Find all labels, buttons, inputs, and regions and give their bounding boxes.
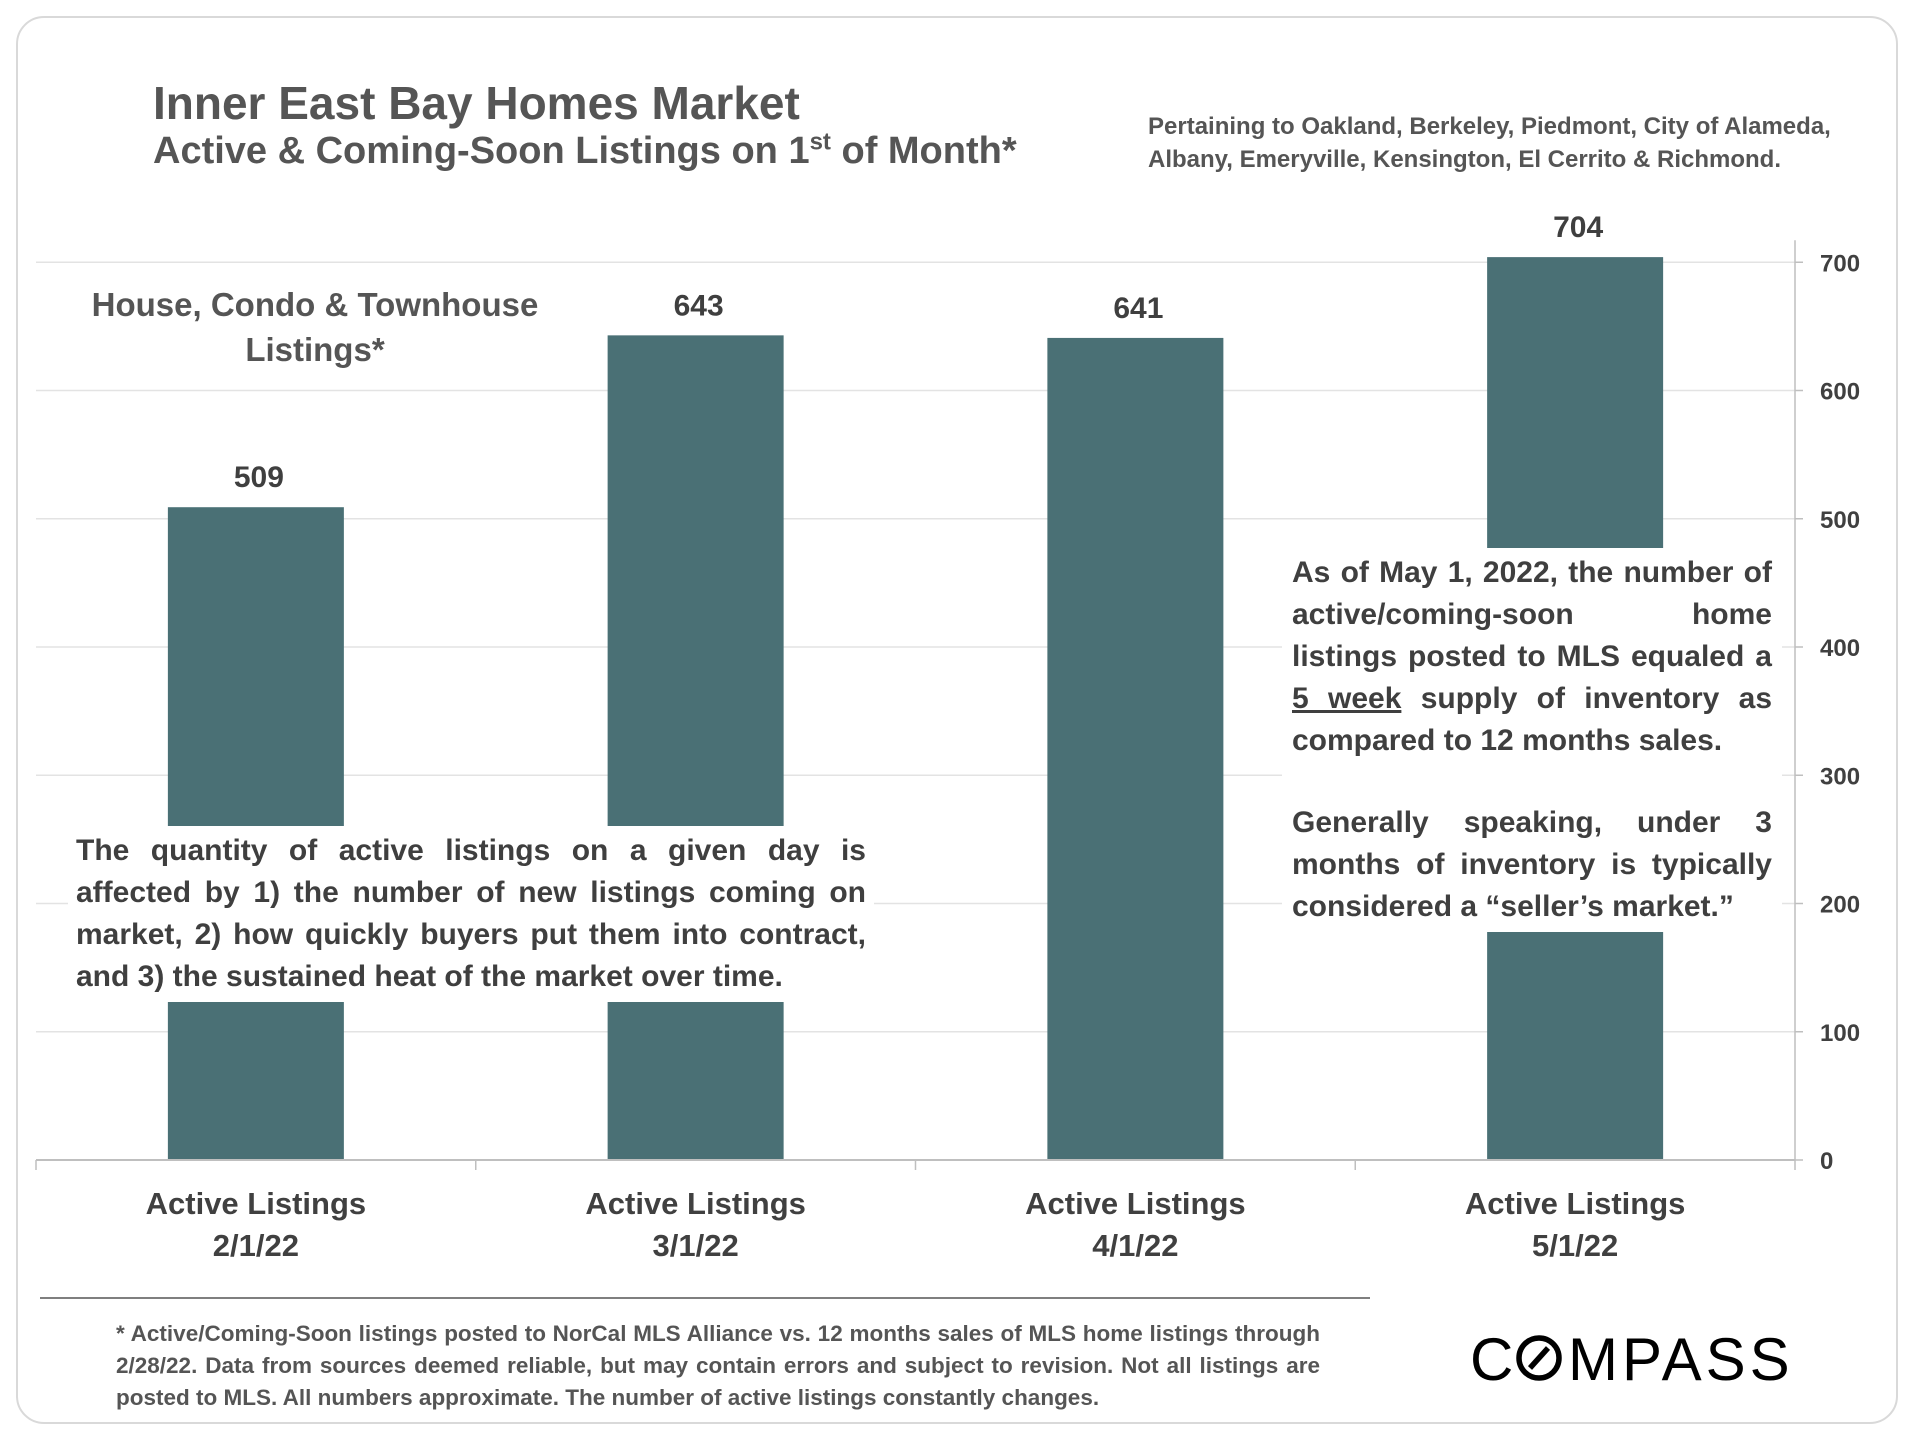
footnote: * Active/Coming-Soon listings posted to …: [116, 1321, 1320, 1410]
annotation-left: The quantity of active listings on a giv…: [68, 826, 874, 1002]
annotation-right: As of May 1, 2022, the number of active/…: [1282, 548, 1782, 932]
data-label: 704: [1553, 211, 1603, 244]
data-label: 643: [674, 289, 724, 322]
data-label: 509: [234, 461, 284, 494]
bar: [607, 335, 784, 1160]
x-tick-label: Active Listings: [1465, 1186, 1686, 1221]
x-tick-label: Active Listings: [585, 1186, 806, 1221]
y-tick-label: 500: [1820, 507, 1860, 534]
y-tick-label: 200: [1820, 892, 1860, 919]
bar: [1047, 337, 1224, 1161]
x-tick-label: 5/1/22: [1532, 1228, 1618, 1263]
x-tick-label: 3/1/22: [653, 1228, 739, 1263]
coverage-note: Pertaining to Oakland, Berkeley, Piedmon…: [1148, 113, 1831, 173]
y-tick-label: 400: [1820, 635, 1860, 662]
logo-text: COMPASS: [1470, 1326, 1794, 1392]
annotation-right-p1: As of May 1, 2022, the number of active/…: [1292, 556, 1772, 757]
data-label: 641: [1113, 292, 1163, 325]
y-tick-label: 700: [1820, 250, 1860, 277]
x-tick-label: Active Listings: [1025, 1186, 1246, 1221]
logo-needle-icon: [1527, 1346, 1551, 1370]
x-tick-label: Active Listings: [146, 1186, 367, 1221]
underlined-phrase: 5 week: [1292, 682, 1402, 715]
annotation-right-p2: Generally speaking, under 3 months of in…: [1292, 806, 1772, 923]
compass-logo: COMPASS: [1470, 1326, 1794, 1392]
y-tick-label: 0: [1820, 1148, 1833, 1175]
x-tick-label: 2/1/22: [213, 1228, 299, 1263]
y-tick-label: 300: [1820, 763, 1860, 790]
y-tick-label: 100: [1820, 1020, 1860, 1047]
chart-subtitle: Active & Coming-Soon Listings on 1st of …: [153, 128, 1017, 172]
footer-divider: [40, 1297, 1370, 1299]
x-tick-label: 4/1/22: [1092, 1228, 1178, 1263]
logo-o-icon: [1516, 1335, 1562, 1381]
series-label: House, Condo & Townhouse Listings*: [91, 286, 539, 368]
y-tick-label: 600: [1820, 379, 1860, 406]
chart-title: Inner East Bay Homes Market: [153, 77, 800, 129]
